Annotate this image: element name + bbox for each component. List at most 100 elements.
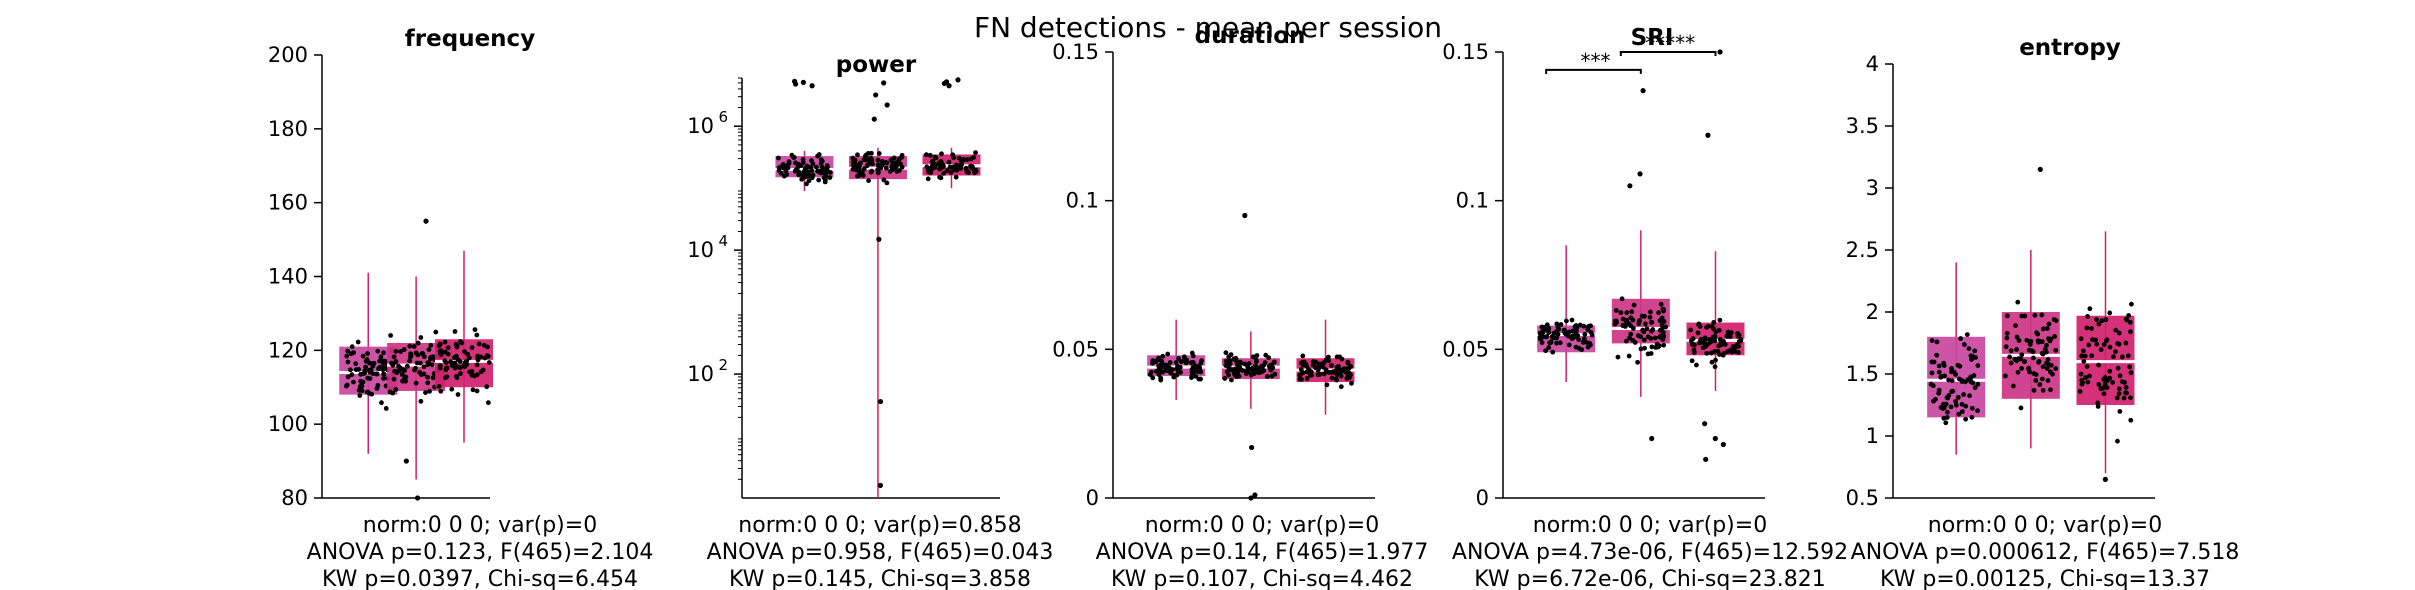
data-point [1347,375,1352,380]
y-tick-label: 3.5 [1846,114,1879,138]
data-point [1576,337,1582,343]
data-point [2079,353,2085,359]
data-point [1691,349,1697,355]
data-point [2033,372,2039,377]
data-point [1656,310,1661,316]
data-point [428,342,434,348]
data-point [1955,394,1961,400]
outlier-point [791,78,798,84]
data-point [778,170,784,176]
y-tick-label: 0.05 [1052,337,1099,361]
y-tick-label: 140 [268,265,308,289]
outlier-point [1627,183,1633,189]
data-point [2123,340,2129,346]
data-point [1953,372,1958,377]
outlier-point [809,83,815,89]
data-point [1224,369,1230,375]
y-tick-label: 1.5 [1846,362,1879,386]
box-group-1 [1611,88,1670,442]
box-group-0 [1537,245,1596,383]
data-point [2116,386,2122,392]
outlier-point [1242,212,1248,219]
box-group-2 [2076,231,2135,482]
data-point [2039,312,2045,318]
y-tick-label: 160 [268,191,308,215]
data-point [449,363,455,368]
data-point [1177,365,1183,370]
data-point [462,349,467,355]
data-point [381,361,386,366]
data-point [1695,330,1701,336]
data-point [359,380,365,386]
data-point [1689,358,1695,364]
data-point [1348,364,1354,369]
data-point [1657,318,1663,323]
data-point [2026,347,2032,353]
data-point [855,152,860,158]
stats-line: ANOVA p=0.000612, F(465)=7.518 [1851,540,2240,565]
y-tick-label: 100 [268,412,308,436]
data-point [1953,402,1959,408]
data-point [371,360,377,366]
data-point [781,173,787,179]
data-point [2101,342,2107,347]
data-point [960,158,966,163]
data-point [2015,299,2021,305]
data-point [1338,373,1344,379]
significance-label: ***** [1645,31,1695,55]
data-point [2039,350,2045,356]
panel-title: power [836,52,917,78]
data-point [864,163,870,169]
data-point [1589,332,1595,338]
data-point [953,174,959,180]
outlier-point [946,83,952,89]
data-point [2099,318,2105,324]
data-point [2093,337,2098,343]
data-point [367,360,372,366]
data-point [1547,340,1553,346]
data-point [1573,328,1579,334]
data-point [1264,374,1270,379]
data-point [2128,370,2134,376]
data-point [2124,317,2130,323]
data-point [890,161,896,167]
data-point [377,358,382,364]
data-point [1570,333,1576,339]
outlier-point [1705,132,1711,138]
data-point [381,350,386,356]
data-point [1961,342,1967,347]
data-point [1931,398,1936,404]
data-point [365,351,370,356]
data-point [1299,376,1304,382]
data-point [2019,366,2024,371]
data-point [1253,357,1259,363]
box-group-2 [922,77,981,189]
data-point [361,370,367,376]
data-point [2027,369,2032,375]
data-point [2113,327,2119,333]
data-point [1566,329,1572,335]
data-point [1929,338,1935,343]
data-point [2115,438,2120,444]
data-point [1543,334,1549,340]
data-point [2013,323,2018,329]
data-point [387,389,393,395]
box-group-1 [1221,212,1280,501]
data-point [2018,405,2024,411]
data-point [1649,319,1655,325]
y-tick-label: 120 [268,338,308,362]
box-group-2 [1686,49,1745,462]
panel-title: frequency [405,26,535,52]
data-point [1644,326,1650,332]
data-point [1652,335,1658,341]
data-point [2081,358,2087,364]
data-point [1227,358,1233,364]
data-point [1659,322,1665,328]
data-point [1648,309,1653,315]
data-point [355,339,361,345]
data-point [876,151,882,156]
data-point [1150,375,1156,381]
data-point [1631,302,1637,308]
